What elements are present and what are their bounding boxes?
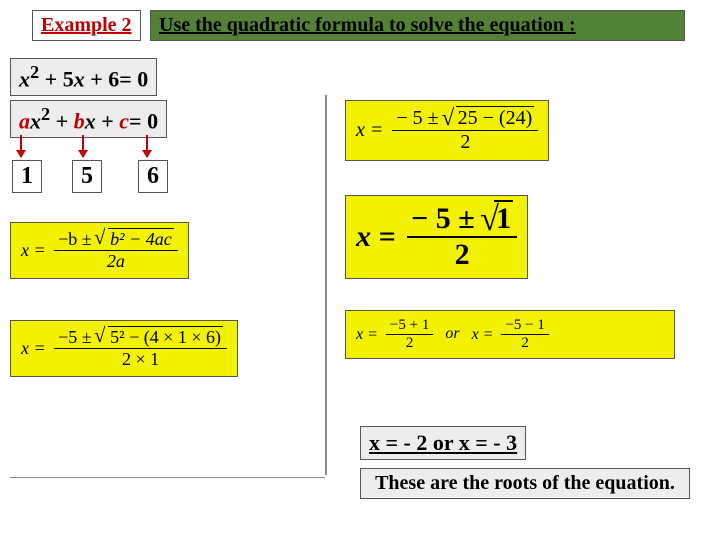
coef-a-label: a <box>19 108 30 133</box>
arrow-down-icon <box>82 135 84 157</box>
formula-generic: x = −b ± b² − 4ac 2a <box>10 222 189 279</box>
generic-form: ax2 + bx + c= 0 <box>10 100 167 138</box>
given-equation: x2 + 5x + 6= 0 <box>10 58 157 96</box>
page-title: Use the quadratic formula to solve the e… <box>150 10 685 41</box>
coef-b-value: 5 <box>72 160 102 193</box>
arrow-down-icon <box>146 135 148 157</box>
formula-sub1: x = −5 ± 5² − (4 × 1 × 6) 2 × 1 <box>10 320 238 377</box>
formula-two-solutions: x = −5 + 1 2 or x = −5 − 1 2 <box>345 310 675 359</box>
vertical-divider <box>325 95 327 475</box>
formula-sub3: x = − 5 ± 1 2 <box>345 195 528 279</box>
formula-sub2: x = − 5 ± 25 − (24) 2 <box>345 100 549 161</box>
coef-b-label: b <box>74 108 85 133</box>
coef-c-label: c <box>119 108 129 133</box>
example-label: Example 2 <box>32 10 141 41</box>
coef-a-value: 1 <box>12 160 42 193</box>
roots-note: These are the roots of the equation. <box>360 468 690 499</box>
horizontal-divider <box>10 477 325 478</box>
or-label: or <box>445 325 459 342</box>
arrow-down-icon <box>20 135 22 157</box>
answer-line: x = - 2 or x = - 3 <box>360 426 526 460</box>
coef-c-value: 6 <box>138 160 168 193</box>
